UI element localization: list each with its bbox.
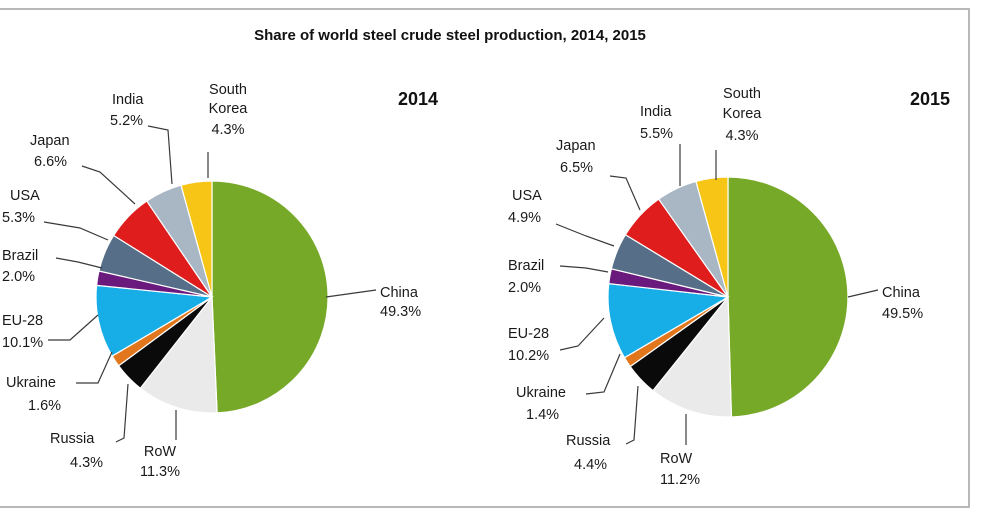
leader-line-russia [625, 385, 639, 445]
slice-label-japan: Japan [556, 138, 596, 154]
slice-value-usa: 4.9% [508, 210, 541, 226]
pie-slice-south-korea [695, 176, 729, 298]
slice-value-japan: 6.6% [34, 154, 67, 170]
slice-label-india: India [112, 92, 144, 108]
slice-label-russia: Russia [566, 433, 611, 449]
slice-label-eu-28: EU-28 [508, 326, 549, 342]
pie-slice-eu-28 [607, 282, 730, 359]
slice-value-south-korea: 4.3% [211, 122, 244, 138]
leader-line-brazil [55, 257, 103, 269]
slice-value-ukraine: 1.6% [28, 398, 61, 414]
leader-line-russia [115, 383, 129, 443]
pie-slice-eu-28 [95, 284, 214, 357]
slice-value-eu-28: 10.2% [508, 348, 549, 364]
slice-value-japan: 6.5% [560, 160, 593, 176]
slice-value-usa: 5.3% [2, 210, 35, 226]
leader-line-usa [555, 223, 615, 247]
leader-line-japan [609, 175, 641, 211]
slice-value-china: 49.5% [882, 306, 923, 322]
pie-slice-china [211, 180, 329, 414]
slice-label-china: China [380, 285, 419, 301]
slice-label-china: China [882, 285, 921, 301]
slice-label-south-korea: Korea [209, 101, 249, 117]
slice-value-china: 49.3% [380, 304, 421, 320]
slice-label-brazil: Brazil [508, 258, 544, 274]
leader-line-ukraine [585, 353, 621, 395]
slice-label-south-korea: South [723, 86, 761, 102]
leader-line-usa [43, 221, 109, 241]
leader-line-japan [81, 165, 136, 205]
slice-value-india: 5.2% [110, 113, 143, 129]
slice-value-russia: 4.3% [70, 455, 103, 471]
slice-value-row: 11.3% [140, 464, 180, 480]
slice-value-south-korea: 4.3% [725, 128, 758, 144]
slice-value-eu-28: 10.1% [2, 335, 43, 351]
slice-label-ukraine: Ukraine [516, 385, 566, 401]
pie-slice-row [139, 295, 218, 414]
slice-label-india: India [640, 104, 672, 120]
slice-label-brazil: Brazil [2, 248, 38, 264]
pie-charts-canvas: 2014 China 49.3% RoW 11.3% Russia 4.3% Ukraine 1… [2, 82, 950, 488]
slice-label-row: RoW [660, 451, 693, 467]
leader-line-brazil [559, 265, 609, 273]
leader-line-eu-28 [559, 317, 605, 351]
slice-value-ukraine: 1.4% [526, 407, 559, 423]
slice-value-india: 5.5% [640, 126, 673, 142]
slice-label-russia: Russia [50, 431, 95, 447]
chart-year-label: 2015 [910, 89, 950, 109]
slice-label-eu-28: EU-28 [2, 313, 43, 329]
slice-label-south-korea: Korea [723, 106, 763, 122]
slice-label-japan: Japan [30, 133, 70, 149]
slice-label-usa: USA [512, 188, 542, 204]
slice-label-south-korea: South [209, 82, 247, 98]
leader-line-china [847, 289, 879, 298]
pie-slice-south-korea [180, 180, 213, 298]
pie-chart-2014: 2014 China 49.3% RoW 11.3% Russia 4.3% Ukraine 1… [2, 82, 438, 480]
pie-slice-row [652, 295, 733, 418]
leader-line-india [147, 125, 173, 185]
leader-line-ukraine [76, 351, 113, 384]
pie-slice-china [727, 176, 849, 418]
slice-label-ukraine: Ukraine [6, 375, 56, 391]
slice-label-row: RoW [144, 444, 177, 460]
slice-value-brazil: 2.0% [2, 269, 35, 285]
leader-line-eu-28 [48, 314, 99, 341]
leader-line-china [325, 289, 377, 298]
chart-title: Share of world steel crude steel product… [254, 27, 646, 44]
chart-year-label: 2014 [398, 89, 438, 109]
slice-value-brazil: 2.0% [508, 280, 541, 296]
slice-value-row: 11.2% [660, 472, 700, 488]
slice-label-usa: USA [10, 188, 40, 204]
slice-value-russia: 4.4% [574, 457, 607, 473]
chart-figure: Share of world steel crude steel product… [0, 8, 970, 508]
pie-chart-2015: 2015 China 49.5% RoW 11.2% Russia 4.4% Ukraine 1… [508, 86, 950, 488]
